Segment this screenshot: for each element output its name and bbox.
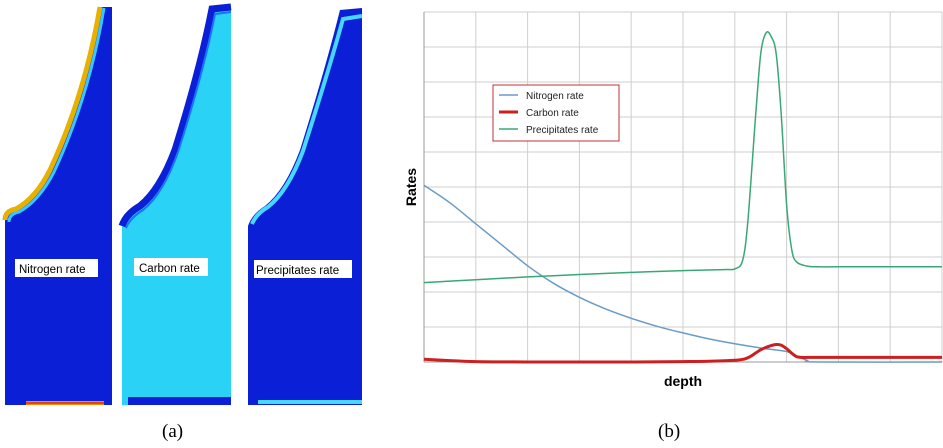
carbon-bottom-band (128, 397, 231, 405)
precipitates-field-shape (248, 8, 362, 405)
series-line-precipitates (423, 31, 942, 284)
precipitates-label-box (254, 260, 352, 278)
x-axis-label: depth (664, 373, 702, 389)
legend-label-carbon: Carbon rate (526, 108, 579, 119)
legend-label-precipitates: Precipitates rate (526, 125, 599, 136)
legend-label-nitrogen: Nitrogen rate (526, 91, 584, 102)
nitrogen-label-box (15, 259, 98, 277)
panel-b: Rates depth Nitrogen rate Carbon rate Pr… (403, 11, 943, 442)
nitrogen-label: Nitrogen rate (19, 264, 85, 276)
series-line-carbon (423, 342, 942, 364)
legend: Nitrogen rate Carbon rate Precipitates r… (492, 84, 620, 142)
nitrogen-field-shape (5, 7, 112, 405)
panel-a-caption: (a) (162, 421, 183, 442)
nitrogen-field: Nitrogen rate (2, 6, 112, 405)
nitrogen-edge-outer (2, 6, 103, 221)
precipitates-edge-outer (250, 14, 363, 225)
carbon-label: Carbon rate (139, 263, 200, 275)
nitrogen-edge-inner (7, 7, 106, 223)
y-axis-label: Rates (403, 168, 419, 206)
precipitates-bottom-band (258, 400, 362, 404)
panel-a: Nitrogen rate Carbon rate Precipitates r… (2, 3, 363, 442)
series-lines (423, 31, 943, 364)
carbon-field-shape (122, 7, 231, 405)
panel-b-caption: (b) (658, 421, 680, 442)
precipitates-field: Precipitates rate (248, 8, 363, 405)
carbon-field: Carbon rate (118, 3, 232, 405)
precipitates-label: Precipitates rate (256, 265, 339, 277)
carbon-label-box (134, 258, 208, 276)
nitrogen-bottom-band (26, 401, 104, 405)
carbon-edge-inner (125, 11, 232, 229)
carbon-edge-outer (118, 3, 232, 228)
